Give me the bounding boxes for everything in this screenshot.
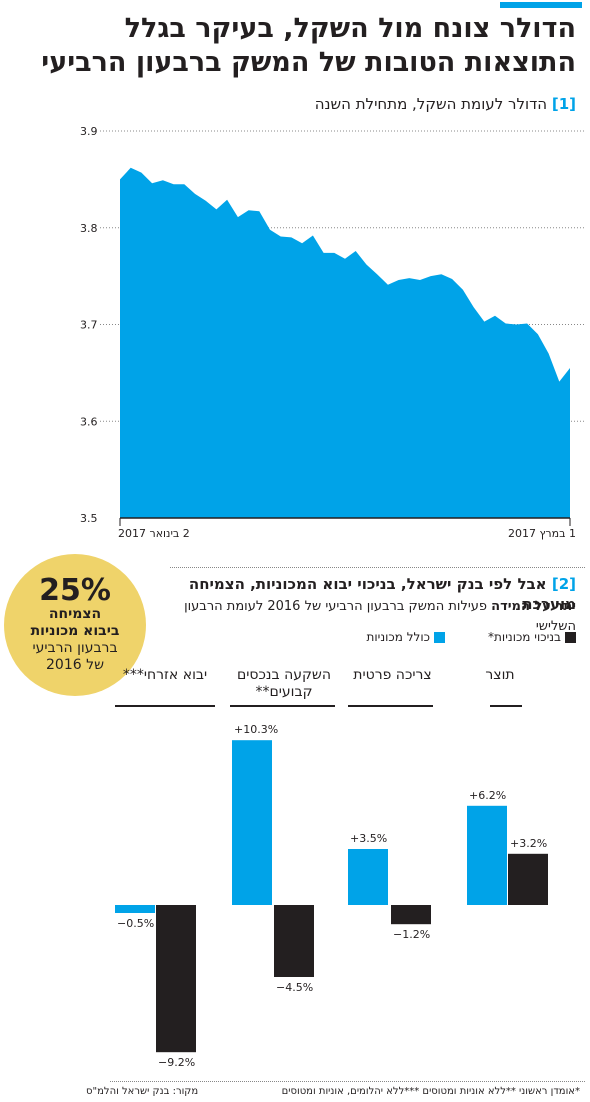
legend-excluding-cars: בניכוי מכוניות* (488, 630, 576, 644)
bar-including-cars (467, 805, 507, 905)
panel2-number: [2] (551, 575, 576, 593)
chart1-y-tick-label: 3.7 (80, 319, 98, 332)
chart1-y-ticks: 3.9 3.8 3.7 3.6 3.5 (80, 125, 98, 525)
category-private-consumption: צריכה פרטית (353, 667, 432, 683)
value-label-including-cars: +3.5% (350, 832, 388, 845)
panel1-number: [1] (551, 95, 576, 113)
badge-value: 25% (39, 573, 111, 608)
value-label-excluding-cars: −1.2% (393, 928, 431, 942)
legend-including-cars: כולל מכוניות (367, 630, 445, 644)
category-civilian-imports: יבוא אזרחי*** (122, 667, 208, 683)
value-label-excluding-cars: +3.2% (510, 836, 548, 850)
chart1-x-label-end: 1 במרץ 2017 (508, 527, 576, 540)
category-rule-imports (115, 705, 215, 707)
chart1-y-tick-label: 3.6 (80, 415, 98, 428)
bar-excluding-cars (274, 905, 314, 977)
accent-bar (500, 2, 582, 8)
category-rule-gdp (490, 705, 522, 707)
footnote: *אומדן ראשוני **ללא אוניות ומטוסים ***לל… (281, 1086, 580, 1097)
headline: הדולר צונח מול השקל, בעיקר בגלל התוצאות … (41, 13, 576, 78)
chart1-x-label-start: 2 בינואר 2017 (118, 527, 190, 540)
panel2-subtitle: יתר על המידה פעילות המשק ברבעון הרביעי ש… (156, 597, 576, 637)
panel1-heading: [1] הדולר לעומת השקל, מתחילת השנה (315, 95, 576, 113)
category-rule-investment (230, 705, 335, 707)
section-divider (170, 567, 585, 568)
bar-including-cars (232, 740, 272, 905)
footer-divider (110, 1081, 585, 1082)
panel1-title: הדולר לעומת השקל, מתחילת השנה (314, 95, 548, 113)
legend-label: כולל מכוניות (366, 630, 430, 644)
legend-swatch-dark (565, 631, 576, 643)
chart1-y-tick-label: 3.8 (80, 222, 98, 235)
badge-line4: של 2016 (46, 657, 104, 673)
bar-excluding-cars (156, 905, 196, 1053)
chart1-y-tick-label: 3.5 (80, 512, 98, 525)
bar-excluding-cars (508, 853, 548, 905)
value-label-including-cars: +10.3% (234, 723, 279, 737)
bar-excluding-cars (391, 905, 431, 925)
badge-line3: ברבעון הרביעי (32, 640, 118, 656)
source-credit: מקור: בנק ישראל והלמ"ס (86, 1086, 199, 1097)
panel2-title: אבל לפי בנק ישראל, בניכוי יבוא המכוניות,… (188, 575, 576, 613)
bar-including-cars (348, 849, 388, 905)
legend-label: בניכוי מכוניות* (488, 630, 561, 644)
dollar-shekel-area-chart: 3.9 3.8 3.7 3.6 3.5 (80, 125, 585, 526)
category-gdp: תוצר (485, 667, 515, 683)
badge-line1: הצמיחה (48, 606, 102, 622)
value-label-including-cars: +6.2% (469, 788, 507, 802)
category-rule-consumption (348, 705, 433, 707)
exchange-rate-area (120, 167, 570, 519)
bar-including-cars (115, 905, 155, 913)
badge-line2: ביבוא מכוניות (30, 623, 120, 639)
legend-swatch-blue (434, 631, 445, 643)
panel2-heading: [2] אבל לפי בנק ישראל, בניכוי יבוא המכונ… (156, 574, 576, 614)
growth-bars (115, 740, 548, 1053)
value-label-excluding-cars: −9.2% (158, 1056, 196, 1070)
panel2-subtitle-rest: פעילות המשק ברבעון הרביעי של 2016 לעומת … (184, 599, 576, 634)
panel2-subtitle-bold: יתר על המידה (491, 599, 576, 614)
value-label-excluding-cars: −4.5% (276, 981, 314, 994)
chart1-y-tick-label: 3.9 (80, 125, 98, 138)
value-label-including-cars: −0.5% (117, 917, 155, 930)
category-fixed-investment: השקעה בנכסים קבועים** (237, 667, 331, 700)
car-imports-badge: 25% הצמיחה ביבוא מכוניות ברבעון הרביעי ש… (4, 554, 146, 696)
